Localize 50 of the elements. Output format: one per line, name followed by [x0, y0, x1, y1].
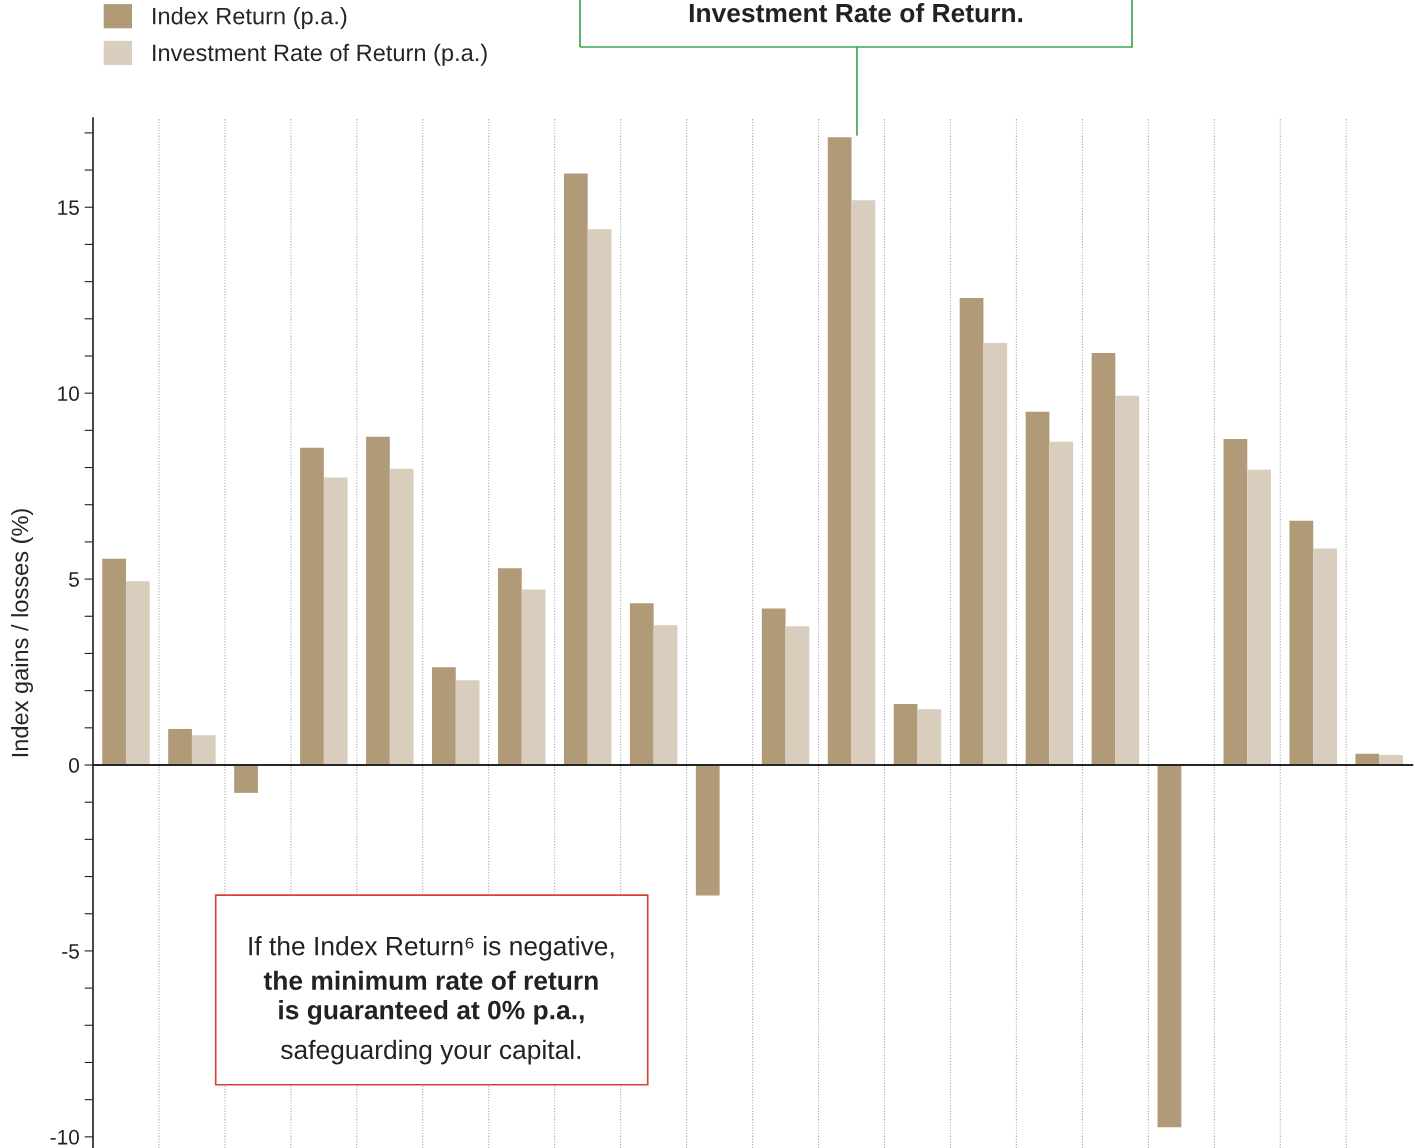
bar — [323, 477, 348, 765]
bar — [300, 447, 324, 765]
legend-label: Investment Rate of Return (p.a.) — [153, 43, 487, 66]
bar — [1049, 441, 1074, 765]
bar — [191, 735, 216, 765]
bar — [785, 626, 810, 765]
bar — [893, 704, 918, 765]
bar — [695, 765, 720, 896]
text: Investment Rate of Return. — [689, 3, 1023, 23]
bar — [168, 728, 192, 765]
legend-label: Index Return (p.a.) — [153, 7, 347, 30]
bar — [1289, 520, 1314, 765]
bar — [1157, 765, 1182, 1128]
annotation: safeguarding your capital. — [281, 1039, 581, 1065]
bar — [366, 436, 390, 765]
bar — [102, 558, 126, 765]
y-axis-title: Index gains / losses (%) — [11, 509, 34, 757]
y-tick-label: 0 — [69, 758, 79, 773]
bar — [761, 608, 786, 765]
bar — [917, 709, 942, 765]
bar — [521, 589, 546, 765]
bar — [563, 173, 588, 765]
bar — [1223, 438, 1248, 765]
bar — [629, 603, 654, 765]
bar — [1355, 753, 1380, 765]
bar — [125, 581, 150, 765]
annotation: If the Index Return⁶ is negative, — [249, 936, 614, 961]
bar — [1115, 395, 1140, 765]
bar — [959, 297, 984, 765]
y-tick-label: 15 — [58, 200, 79, 215]
bar — [827, 137, 852, 765]
bar — [1091, 353, 1116, 765]
bar — [432, 667, 456, 765]
bar — [1379, 754, 1403, 765]
bar — [587, 229, 612, 765]
y-tick-label: 10 — [58, 386, 79, 401]
bar — [1025, 411, 1050, 765]
bar — [455, 680, 480, 765]
y-tick-label: 5 — [69, 572, 79, 587]
annotation: the minimum rate of return is guaranteed at 0% p.a., — [263, 970, 598, 1025]
bar — [851, 200, 876, 765]
bar — [653, 625, 678, 765]
y-tick-label: -10 — [50, 1129, 79, 1145]
bar — [983, 342, 1008, 765]
bar — [1313, 548, 1337, 765]
bar — [1247, 469, 1272, 765]
y-tick-label: -5 — [62, 944, 79, 959]
bar — [389, 468, 414, 765]
bar — [234, 765, 258, 793]
bar — [497, 568, 522, 765]
